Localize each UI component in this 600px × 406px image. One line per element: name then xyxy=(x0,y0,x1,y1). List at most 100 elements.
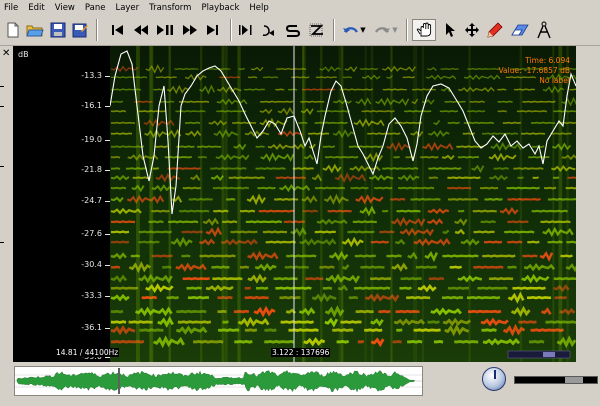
right-scroll-strip[interactable] xyxy=(576,46,600,362)
rewind-icon[interactable] xyxy=(131,20,151,40)
navigate-hand-icon[interactable] xyxy=(412,19,436,41)
spectrogram-harmonic-streak xyxy=(427,320,440,324)
new-file-icon[interactable] xyxy=(3,20,23,40)
spectrogram-harmonic-streak xyxy=(482,254,516,258)
solo-icon[interactable] xyxy=(283,20,303,40)
measurement-curve[interactable] xyxy=(109,50,576,215)
zoom-knob[interactable] xyxy=(482,367,506,391)
spectrogram-onset-band xyxy=(468,46,471,362)
spectrogram-harmonic-streak xyxy=(144,128,182,139)
redo-icon[interactable] xyxy=(372,20,392,40)
forward-to-end-icon[interactable] xyxy=(203,20,223,40)
spectrogram-harmonic-streak xyxy=(239,265,250,269)
spectrogram-harmonic-streak xyxy=(167,167,201,170)
spectrogram-harmonic-streak xyxy=(348,145,383,148)
measure-compass-icon[interactable] xyxy=(534,20,554,40)
vertical-zoom-indicator[interactable] xyxy=(507,350,571,359)
pencil-icon[interactable] xyxy=(485,20,505,40)
undo-dropdown-chevron-icon[interactable]: ▼ xyxy=(360,26,366,34)
spectrogram-harmonic-streak xyxy=(368,174,394,182)
spectrogram-harmonic-streak xyxy=(110,265,121,269)
spectrogram-harmonic-streak xyxy=(467,67,501,71)
spectrogram-harmonic-streak xyxy=(355,194,384,205)
spectrogram-harmonic-streak xyxy=(370,318,384,327)
open-folder-icon[interactable] xyxy=(25,20,45,40)
spectrogram-harmonic-streak xyxy=(128,261,151,274)
menu-view[interactable]: View xyxy=(54,2,75,13)
spectrogram-harmonic-streak xyxy=(332,129,355,139)
spectrogram-harmonic-streak xyxy=(110,293,130,302)
spectrogram-harmonic-streak xyxy=(530,328,564,332)
horizontal-zoom-slider[interactable] xyxy=(514,376,598,384)
spectrogram-harmonic-streak xyxy=(399,227,435,237)
move-icon[interactable] xyxy=(462,20,482,40)
spectrogram-harmonic-streak xyxy=(454,218,468,227)
spectrogram-harmonic-streak xyxy=(182,186,201,190)
spectrogram-harmonic-streak xyxy=(477,286,508,290)
menu-transform[interactable]: Transform xyxy=(149,2,192,13)
select-arrow-icon[interactable] xyxy=(440,20,460,40)
spectrogram-pane[interactable]: dB -13.3 -16.1 -19.0 -21.8 -24.7 -27.6 -… xyxy=(13,46,576,362)
eraser-icon[interactable] xyxy=(510,20,530,40)
play-pause-icon[interactable] xyxy=(155,20,175,40)
spectrogram-harmonic-streak xyxy=(298,307,316,316)
spectrogram-harmonic-streak xyxy=(217,295,233,300)
close-pane-icon[interactable]: ✕ xyxy=(2,48,11,59)
spectrogram-harmonic-streak xyxy=(329,250,349,261)
menu-help[interactable]: Help xyxy=(249,2,269,13)
spectrogram-harmonic-streak xyxy=(488,276,514,281)
overview-position-marker[interactable] xyxy=(118,368,120,394)
spectrogram-harmonic-streak xyxy=(569,88,576,91)
menu-layer[interactable]: Layer xyxy=(115,2,140,13)
menu-pane[interactable]: Pane xyxy=(84,2,106,13)
spectrogram-harmonic-streak xyxy=(166,84,189,95)
menu-file[interactable]: File xyxy=(4,2,19,13)
constrain-playback-icon[interactable] xyxy=(259,20,279,40)
save-icon[interactable] xyxy=(48,20,68,40)
spectrogram-harmonic-streak xyxy=(342,76,353,79)
spectrogram-harmonic-streak xyxy=(413,237,451,247)
redo-dropdown-chevron-icon[interactable]: ▼ xyxy=(392,26,398,34)
selection-mode-icon[interactable] xyxy=(306,20,326,40)
spectrogram-harmonic-streak xyxy=(323,193,349,205)
spectrogram-harmonic-streak xyxy=(110,230,130,234)
scale-tick xyxy=(105,328,110,329)
overview-waveform[interactable] xyxy=(14,366,423,396)
spectrogram-harmonic-streak xyxy=(332,328,354,332)
spectrogram-view[interactable] xyxy=(13,46,576,362)
spectrogram-harmonic-streak xyxy=(391,216,426,227)
spectrogram-harmonic-streak xyxy=(265,240,296,244)
spectrogram-harmonic-streak xyxy=(324,305,345,318)
spectrogram-harmonic-streak xyxy=(110,100,124,103)
spectrogram-harmonic-streak xyxy=(481,132,519,135)
menu-playback[interactable]: Playback xyxy=(201,2,240,13)
menu-edit[interactable]: Edit xyxy=(28,2,45,13)
scale-tick-label: -19.0 xyxy=(81,135,102,144)
fast-forward-icon[interactable] xyxy=(180,20,200,40)
spectrogram-harmonic-streak xyxy=(497,100,513,103)
bottom-controls xyxy=(430,362,600,406)
spectrogram-harmonic-streak xyxy=(138,230,173,234)
spectrogram-harmonic-streak xyxy=(410,197,441,201)
loop-icon[interactable] xyxy=(236,20,256,40)
spectrogram-harmonic-streak xyxy=(425,74,457,81)
spectrogram-harmonic-streak xyxy=(440,67,459,71)
spectrogram-harmonic-streak xyxy=(404,110,432,113)
spectrogram-harmonic-streak xyxy=(457,86,495,93)
spectrogram-harmonic-streak xyxy=(311,292,337,303)
spectrogram-harmonic-streak xyxy=(254,263,277,272)
spectrogram-harmonic-streak xyxy=(553,284,570,293)
spectrogram-harmonic-streak xyxy=(216,98,248,106)
scale-tick xyxy=(105,106,110,107)
rewind-to-start-icon[interactable] xyxy=(108,20,128,40)
save-as-icon[interactable] xyxy=(70,20,90,40)
spectrogram-harmonic-streak xyxy=(466,295,501,300)
spectrogram-harmonic-streak xyxy=(513,167,544,170)
spectrogram-harmonic-streak xyxy=(292,167,314,170)
spectrogram-harmonic-streak xyxy=(415,265,437,269)
pane-tick xyxy=(0,166,4,167)
undo-icon[interactable] xyxy=(341,20,361,40)
spectrogram-harmonic-streak xyxy=(190,174,201,181)
spectrogram-harmonic-streak xyxy=(427,207,450,215)
spectrogram-harmonic-streak xyxy=(561,154,576,161)
